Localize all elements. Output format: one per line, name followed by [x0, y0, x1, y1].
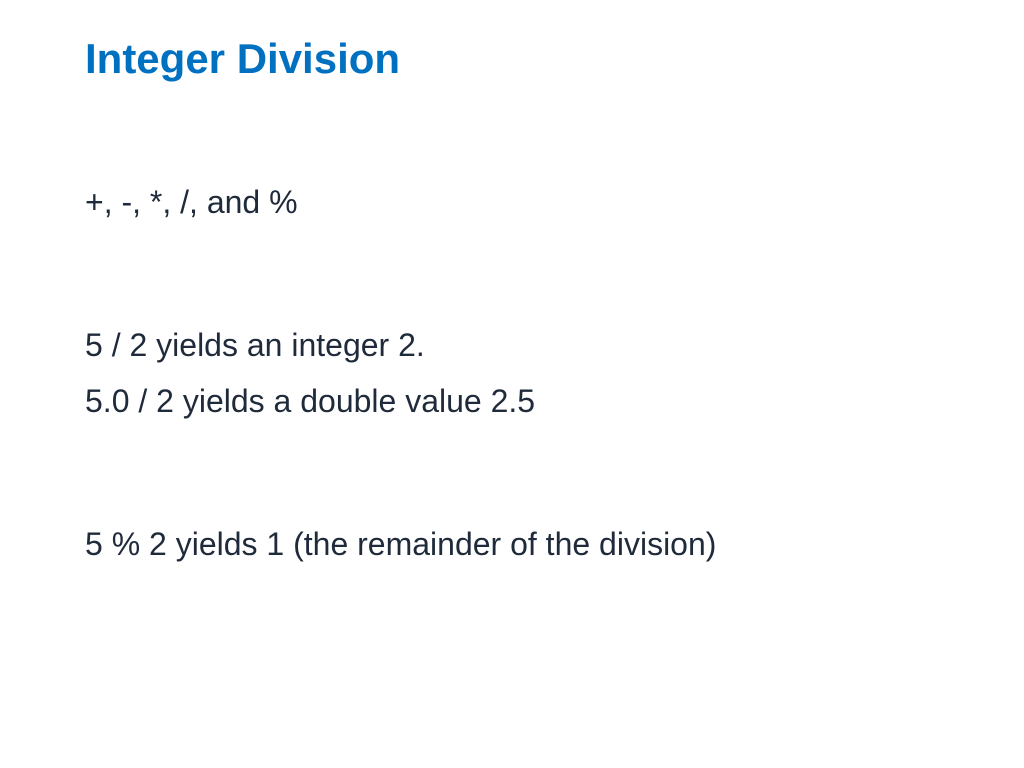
paragraph-double-division: 5.0 / 2 yields a double value 2.5 — [85, 377, 954, 425]
paragraph-operators: +, -, *, /, and % — [85, 178, 954, 226]
paragraph-modulus: 5 % 2 yields 1 (the remainder of the div… — [85, 520, 954, 568]
slide-content: +, -, *, /, and % 5 / 2 yields an intege… — [85, 178, 954, 568]
slide-title: Integer Division — [85, 35, 954, 83]
paragraph-int-division: 5 / 2 yields an integer 2. — [85, 321, 954, 369]
